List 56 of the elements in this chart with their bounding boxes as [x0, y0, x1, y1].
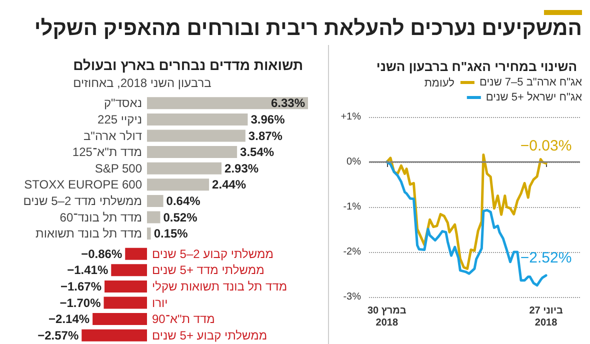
bar	[104, 280, 147, 292]
text: המשקיעים נערכים להעלאת ריבית ובורחים מהאפיק השקלי	[34, 17, 582, 41]
y-tick-label: מדד תל בונד תשואות	[36, 226, 142, 241]
y-tick-label: נאסד"ק	[104, 96, 142, 110]
y-tick-label: מדד תל בונד־60	[60, 210, 142, 224]
y-tick-label: מדד ת"א־90	[152, 312, 215, 326]
y-tick-label: 0%	[346, 156, 362, 168]
bar	[111, 264, 147, 276]
data-label: 3.96%	[250, 112, 286, 126]
y-tick-label: -3%	[343, 292, 362, 302]
data-label: 6.33%	[270, 96, 306, 110]
bar	[82, 329, 147, 342]
bar	[92, 313, 147, 326]
y-tick-label: מדד ת"א־125	[72, 145, 142, 160]
y-tick-label: STOXX EUROPE 600	[24, 178, 142, 192]
y-tick-label: -2%	[343, 246, 362, 258]
data-label: −1.41%	[67, 263, 108, 278]
chart-title: תשואות מדדים נבחרים בארץ ובעולם	[73, 57, 304, 73]
data-label: −0.86%	[81, 246, 122, 261]
bar	[147, 162, 222, 174]
data-label: 0.64%	[166, 194, 201, 208]
y-tick-label: דולר ארה"ב	[84, 128, 142, 143]
data-label: 0.15%	[154, 226, 188, 241]
bar	[147, 178, 210, 191]
data-label: 2.93%	[224, 161, 259, 176]
y-tick-label: +1%	[340, 112, 362, 122]
bar	[147, 146, 238, 158]
y-tick-label: S&P 500	[94, 161, 142, 176]
bar	[125, 248, 147, 260]
data-label: 3.54%	[240, 145, 274, 160]
bar	[147, 97, 308, 110]
y-tick-label: ממשלתי קבוע 2–5 שנים	[152, 246, 274, 261]
y-tick-label: ממשלתי מדד +5 שנים	[152, 263, 264, 278]
data-label: −1.70%	[60, 296, 102, 310]
y-tick-label: יורו	[152, 296, 168, 310]
data-label: −2.14%	[48, 312, 90, 326]
y-tick-label: ממשלתי קבוע +5 שנים	[152, 328, 268, 342]
y-tick-label: ניקיי 225	[98, 112, 142, 126]
data-label: −1.67%	[60, 279, 102, 294]
data-label: 0.52%	[163, 210, 198, 224]
text: לעומת	[424, 78, 455, 90]
bar	[147, 130, 246, 142]
data-label: 2.44%	[212, 178, 246, 192]
annotation: −2.52%	[520, 249, 572, 266]
chart-subtitle: ברבעון השני 2018, באחוזים	[73, 76, 212, 90]
legend-label: אג"ח ישראל +5 שנים	[486, 92, 582, 104]
legend-label: אג"ח ארה"ב 5–7 שנים	[479, 76, 582, 88]
y-tick-label: מדד תל בונד תשואות שקלי	[152, 279, 288, 294]
chart-title: השינוי במחירי האג"ח ברבעון השני	[376, 59, 578, 74]
bar	[104, 296, 147, 309]
y-tick-label: -1%	[343, 202, 362, 212]
bar	[147, 113, 248, 126]
data-label: −2.57%	[38, 328, 79, 342]
y-tick-label: ממשלתי מדד 2–5 שנים	[23, 194, 142, 208]
data-label: 3.87%	[248, 128, 283, 143]
annotation: −0.03%	[520, 137, 572, 154]
